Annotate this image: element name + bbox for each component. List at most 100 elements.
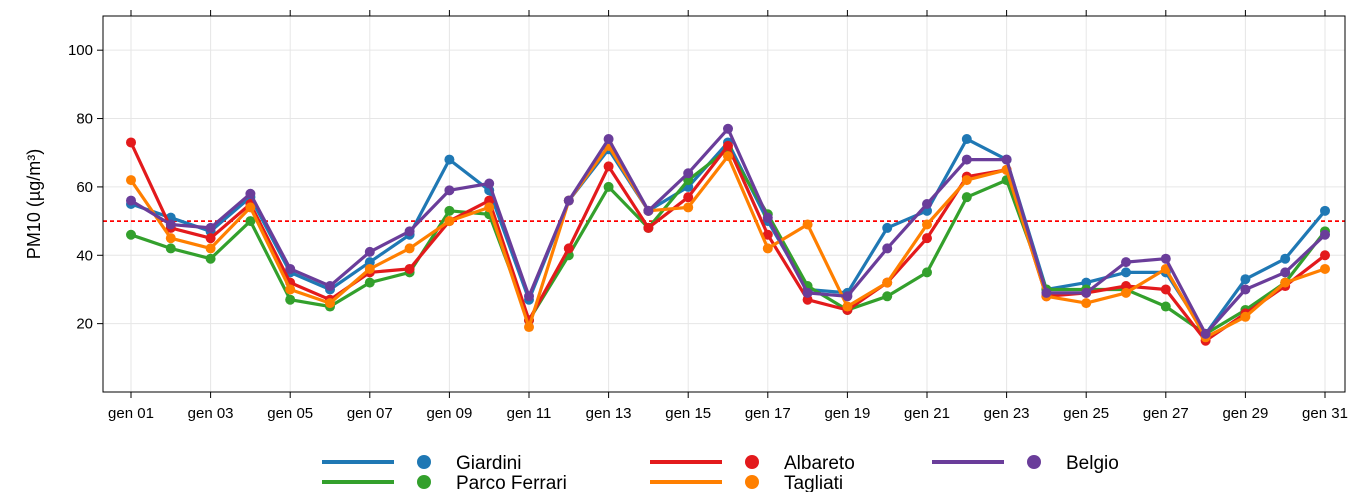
x-tick-label: gen 31 bbox=[1302, 405, 1348, 422]
x-tick-label: gen 19 bbox=[824, 405, 870, 422]
data-point-tagliati bbox=[842, 301, 853, 312]
data-point-tagliati bbox=[325, 298, 335, 309]
data-point-parco-ferrari bbox=[205, 253, 216, 264]
data-point-albareto bbox=[643, 222, 654, 233]
y-tick-label: 80 bbox=[76, 111, 93, 128]
data-point-tagliati bbox=[922, 219, 932, 230]
data-point-parco-ferrari bbox=[165, 243, 176, 254]
data-point-belgio bbox=[1320, 229, 1330, 240]
y-tick-label: 40 bbox=[76, 247, 93, 264]
data-point-belgio bbox=[205, 222, 216, 233]
legend-label: Giardini bbox=[456, 453, 521, 474]
x-tick-label: gen 27 bbox=[1143, 405, 1189, 422]
data-point-albareto bbox=[205, 233, 216, 244]
series-tagliati bbox=[126, 140, 1330, 343]
series-line-tagliati bbox=[129, 144, 1326, 339]
legend-marker bbox=[745, 475, 759, 489]
data-point-belgio bbox=[285, 263, 296, 274]
data-point-belgio bbox=[1041, 287, 1052, 298]
x-tick-label: gen 05 bbox=[267, 405, 313, 422]
data-point-parco-ferrari bbox=[961, 192, 972, 203]
data-point-belgio bbox=[563, 195, 574, 206]
data-point-giardini bbox=[1280, 253, 1291, 264]
y-tick-label: 20 bbox=[76, 316, 93, 333]
x-tick-label: gen 17 bbox=[745, 405, 791, 422]
data-point-tagliati bbox=[126, 175, 136, 186]
legend-marker bbox=[745, 455, 759, 469]
series-parco-ferrari bbox=[126, 144, 1330, 339]
x-tick-label: gen 09 bbox=[426, 405, 472, 422]
x-tick-label: gen 29 bbox=[1222, 405, 1268, 422]
data-point-belgio bbox=[444, 185, 455, 196]
data-point-belgio bbox=[842, 291, 853, 302]
series-belgio bbox=[126, 123, 1330, 339]
x-tick-label: gen 11 bbox=[507, 405, 552, 422]
data-point-belgio bbox=[1121, 257, 1131, 268]
plot-frame bbox=[102, 15, 1346, 393]
series-line-parco-ferrari bbox=[130, 147, 1327, 336]
x-tick-label: gen 03 bbox=[188, 405, 234, 422]
data-point-albareto bbox=[404, 263, 415, 274]
data-point-belgio bbox=[723, 123, 733, 134]
grid bbox=[103, 16, 1345, 392]
data-point-giardini bbox=[1081, 277, 1092, 288]
legend-marker bbox=[417, 455, 431, 469]
data-point-albareto bbox=[1121, 281, 1131, 292]
data-point-albareto bbox=[723, 140, 733, 151]
data-point-tagliati bbox=[1081, 298, 1092, 309]
data-point-tagliati bbox=[245, 202, 256, 213]
data-point-tagliati bbox=[205, 243, 216, 254]
data-point-belgio bbox=[325, 281, 335, 292]
data-point-parco-ferrari bbox=[245, 216, 256, 227]
data-point-tagliati bbox=[802, 219, 813, 230]
data-point-giardini bbox=[364, 257, 375, 268]
legend-item-tagliati: Tagliati bbox=[650, 473, 843, 492]
data-point-belgio bbox=[961, 154, 972, 165]
data-point-belgio bbox=[1160, 253, 1171, 264]
x-tick-label: gen 01 bbox=[108, 405, 154, 422]
x-tick-label: gen 23 bbox=[984, 405, 1030, 422]
data-point-albareto bbox=[922, 233, 932, 244]
data-point-tagliati bbox=[285, 284, 296, 295]
data-point-belgio bbox=[484, 178, 495, 189]
x-tick-label: gen 07 bbox=[347, 405, 393, 422]
data-point-tagliati bbox=[1121, 287, 1131, 298]
x-tick-label: gen 25 bbox=[1063, 405, 1109, 422]
data-point-parco-ferrari bbox=[882, 291, 893, 302]
x-axis: gen 01 gen 03 gen 05 gen 07 gen 09 gen 11 gen … bbox=[108, 10, 1348, 422]
data-point-tagliati bbox=[762, 243, 773, 254]
data-point-tagliati bbox=[444, 216, 455, 227]
data-point-albareto bbox=[1320, 250, 1330, 261]
data-point-belgio bbox=[1280, 267, 1291, 278]
data-point-albareto bbox=[802, 294, 813, 305]
data-point-parco-ferrari bbox=[444, 205, 455, 216]
data-point-belgio bbox=[1240, 284, 1251, 295]
data-point-giardini bbox=[1320, 205, 1330, 216]
series-giardini bbox=[126, 134, 1330, 339]
data-point-parco-ferrari bbox=[285, 294, 296, 305]
legend-item-parco-ferrari: Parco Ferrari bbox=[322, 473, 567, 492]
data-point-albareto bbox=[1160, 284, 1171, 295]
data-point-belgio bbox=[364, 246, 375, 257]
legend-label: Belgio bbox=[1066, 453, 1119, 474]
series-albareto bbox=[126, 137, 1330, 346]
data-point-tagliati bbox=[404, 243, 415, 254]
x-tick-label: gen 13 bbox=[586, 405, 632, 422]
data-point-parco-ferrari bbox=[1160, 301, 1171, 312]
data-point-tagliati bbox=[524, 322, 534, 333]
data-point-belgio bbox=[165, 219, 176, 230]
data-point-belgio bbox=[882, 243, 893, 254]
legend-label: Parco Ferrari bbox=[456, 473, 567, 492]
data-point-belgio bbox=[1081, 287, 1092, 298]
data-point-tagliati bbox=[683, 202, 694, 213]
y-axis-title: PM10 (µg/m³) bbox=[24, 149, 44, 259]
legend-label: Tagliati bbox=[784, 473, 843, 492]
data-point-tagliati bbox=[723, 151, 733, 162]
data-point-tagliati bbox=[484, 202, 495, 213]
data-point-parco-ferrari bbox=[126, 229, 136, 240]
y-axis: 20 40 60 80 100 bbox=[68, 42, 103, 333]
data-point-tagliati bbox=[1240, 311, 1251, 322]
data-point-tagliati bbox=[1320, 263, 1330, 274]
